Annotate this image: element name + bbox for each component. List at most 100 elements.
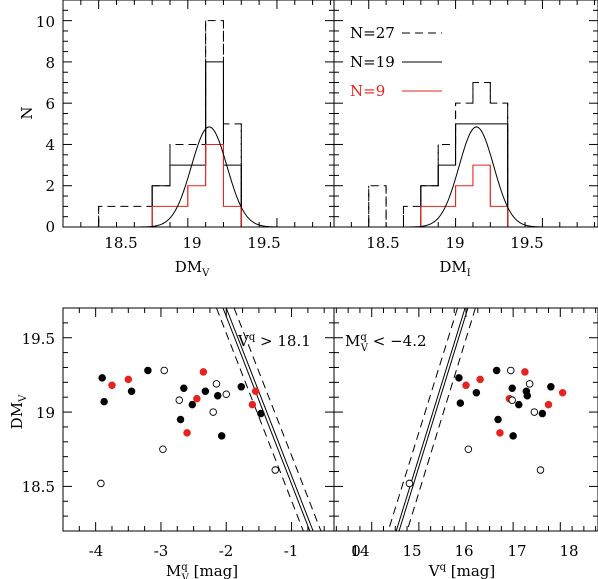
tick-label-x-14: 14 xyxy=(350,542,369,560)
cut-annotation: Vq > 18.1 xyxy=(237,332,311,350)
panel-frame xyxy=(62,0,335,228)
scatter-point-red xyxy=(124,375,133,384)
scatter-point-open xyxy=(222,390,231,398)
y-axis-label: N xyxy=(18,106,36,119)
scatter-point-open xyxy=(212,380,221,388)
scatter-point-red xyxy=(251,387,260,396)
tick-label-x-17: 17 xyxy=(507,542,526,560)
tick-label-y-18.5: 18.5 xyxy=(22,478,55,496)
panel-dmv-vs-vq: 14 15 16 17 18 Vq [mag] Mq V < −4.2 xyxy=(333,307,598,579)
tick-label-x-18.5: 18.5 xyxy=(104,234,137,252)
histogram-series-N9 xyxy=(63,143,331,228)
scatter-point-filled xyxy=(494,415,502,424)
scatter-point-open xyxy=(464,445,473,453)
scatter-point-red xyxy=(476,375,484,384)
scatter-point-red xyxy=(193,394,201,403)
panel-frame xyxy=(333,0,598,228)
tick-label-y-6: 6 xyxy=(45,95,55,113)
scatter-point-filled xyxy=(214,391,222,400)
scatter-point-red xyxy=(108,381,116,390)
scatter-point-filled xyxy=(538,409,547,418)
tick-label-y-0: 0 xyxy=(45,218,55,236)
cut-line xyxy=(395,307,466,532)
scatter-point-open xyxy=(507,366,515,375)
histogram-series-N19 xyxy=(334,123,595,228)
tick-label-x--2: -2 xyxy=(219,542,234,560)
tick-label-y-19.5: 19.5 xyxy=(22,330,55,348)
histogram-dmv-xticks: 18.5 19 19.5 xyxy=(104,234,280,252)
scatter-point-filled xyxy=(472,388,481,397)
cut-line xyxy=(398,307,469,532)
dmv-vs-mv-xticks: -4 -3 -2 -1 0 xyxy=(89,542,361,560)
scatter-point-red xyxy=(558,388,567,397)
panel-histogram-dmv: 18.5 19 19.5 0 2 4 6 8 10 N DMV xyxy=(18,0,335,279)
scatter-point-open xyxy=(175,396,183,404)
gaussian-fit-curve xyxy=(334,126,598,228)
y-axis-label: DMV xyxy=(8,394,29,429)
tick-label-x--1: -1 xyxy=(284,542,299,560)
scatter-point-red xyxy=(199,368,208,376)
scatter-point-filled xyxy=(180,384,188,393)
histogram-dmi-xticks: 18.5 19 19.5 xyxy=(366,234,543,252)
tick-label-y-8: 8 xyxy=(45,54,55,72)
scatter-point-red xyxy=(496,429,504,437)
dmv-vs-mv-yticks: 18.5 19 19.5 xyxy=(22,330,55,496)
scatter-point-filled xyxy=(237,383,246,391)
scatter-point-filled xyxy=(188,400,197,409)
scatter-point-open xyxy=(159,445,167,453)
histogram-series-N27 xyxy=(334,82,595,228)
dmv-vs-vq-xticks: 14 15 16 17 18 xyxy=(350,542,578,560)
tick-label-x-16: 16 xyxy=(454,542,473,560)
scatter-point-open xyxy=(525,380,534,388)
panel-frame xyxy=(333,307,598,532)
scatter-point-red xyxy=(462,381,470,390)
x-axis-label: Mq V [mag] xyxy=(166,562,238,579)
tick-label-x-0: 0 xyxy=(351,542,361,560)
scatter-point-filled xyxy=(456,399,465,407)
scatter-point-open xyxy=(160,366,168,375)
scatter-point-filled xyxy=(257,409,265,418)
scatter-point-red xyxy=(544,400,553,409)
x-axis-label: DMV xyxy=(175,258,210,279)
scatter-point-filled xyxy=(127,387,136,396)
legend-label-n27: N=27 xyxy=(350,24,395,42)
scatter-point-filled xyxy=(176,415,185,424)
scatter-point-open xyxy=(536,466,545,474)
panel-dmv-vs-mv: -4 -3 -2 -1 0 18.5 19 19.5 DMV Mq V [mag]… xyxy=(8,307,361,579)
tick-label-x-19: 19 xyxy=(182,234,201,252)
scatter-point-filled xyxy=(144,366,152,375)
scatter-point-filled xyxy=(523,391,532,400)
scatter-point-filled xyxy=(98,374,106,382)
tick-label-y-2: 2 xyxy=(45,177,55,195)
histogram-dmv-marks xyxy=(62,0,334,228)
scatter-point-red xyxy=(248,400,257,409)
scatter-point-red xyxy=(183,429,191,437)
legend-label-n9: N=9 xyxy=(350,82,385,100)
scatter-point-open xyxy=(508,396,516,404)
scatter-point-filled xyxy=(201,387,210,396)
legend-label-n19: N=19 xyxy=(350,53,395,71)
scatter-point-open xyxy=(271,466,279,474)
scatter-point-open xyxy=(530,408,539,416)
tick-label-x-19.5: 19.5 xyxy=(247,234,280,252)
cut-annotation: Mq V < −4.2 xyxy=(345,332,427,354)
histogram-series-N27 xyxy=(63,20,331,228)
scatter-point-filled xyxy=(547,383,555,391)
tick-label-x-15: 15 xyxy=(402,542,421,560)
scatter-point-filled xyxy=(509,432,517,440)
tick-label-x-18: 18 xyxy=(559,542,578,560)
scatter-point-filled xyxy=(217,432,226,440)
histogram-series-N19 xyxy=(63,61,331,228)
panel-histogram-dmi: 18.5 19 19.5 DMI N=27 N=19 N=9 xyxy=(333,0,598,279)
tick-label-x--4: -4 xyxy=(89,542,104,560)
tick-label-y-19: 19 xyxy=(36,404,55,422)
x-axis-label: Vq [mag] xyxy=(428,562,496,579)
tick-label-y-10: 10 xyxy=(36,13,55,31)
scatter-point-filled xyxy=(508,384,516,393)
scatter-point-filled xyxy=(455,374,463,382)
cut-line xyxy=(233,307,322,532)
legend: N=27 N=19 N=9 xyxy=(350,24,442,100)
tick-label-x-19.5: 19.5 xyxy=(510,234,543,252)
gaussian-fit-curve xyxy=(63,126,334,228)
